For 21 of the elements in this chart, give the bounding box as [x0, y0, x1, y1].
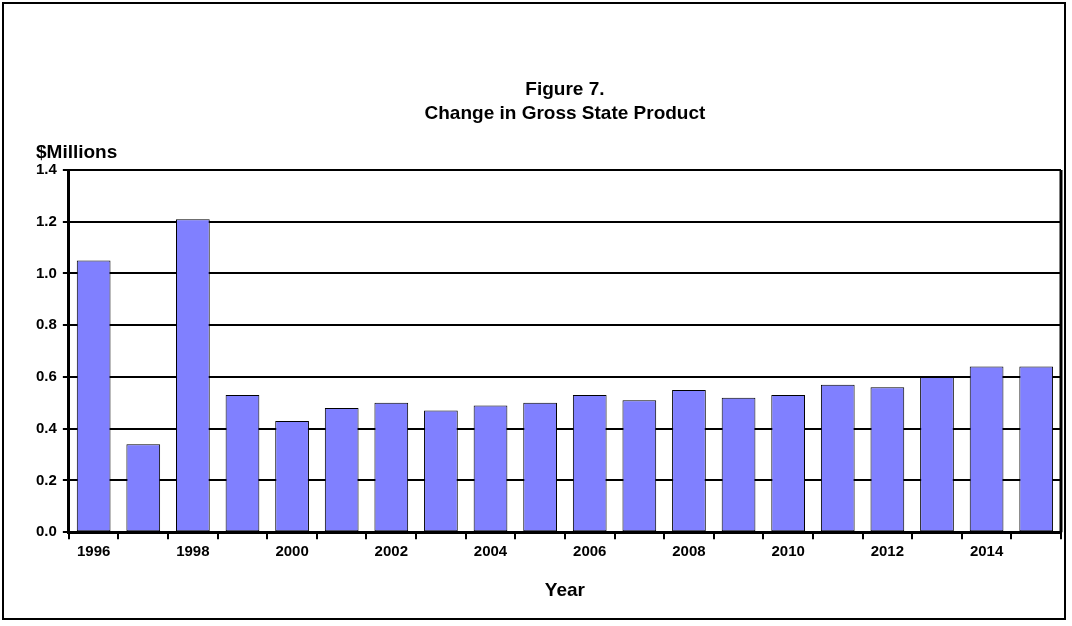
x-tick-label: 2000: [275, 542, 309, 560]
x-tick-label: 1996: [76, 542, 111, 560]
y-tick-label: 0.8: [35, 315, 57, 333]
y-tick-label: 1.4: [35, 160, 58, 178]
x-tick-label: 2002: [374, 542, 408, 560]
x-tick-label: 2004: [473, 542, 508, 560]
y-tick-label: 1.2: [35, 211, 57, 229]
x-tick-label: 2010: [771, 542, 805, 560]
y-tick-label: 0.4: [35, 418, 58, 436]
y-tick-label: 0.2: [35, 470, 57, 488]
y-tick-label: 0.6: [35, 367, 57, 385]
x-tick-label: 2008: [672, 542, 706, 560]
x-tick-label: 2012: [870, 542, 905, 560]
chart-title: Figure 7. Change in Gross State Product: [424, 78, 707, 123]
y-tick-label: 0.0: [35, 522, 57, 540]
x-axis-title: Year: [544, 578, 586, 600]
x-tick-label: 2006: [573, 542, 607, 560]
y-axis-title: $Millions: [36, 141, 118, 162]
x-tick-label: 2014: [969, 542, 1004, 560]
y-tick-label: 1.0: [35, 263, 57, 281]
x-tick-label: 1998: [176, 542, 210, 560]
